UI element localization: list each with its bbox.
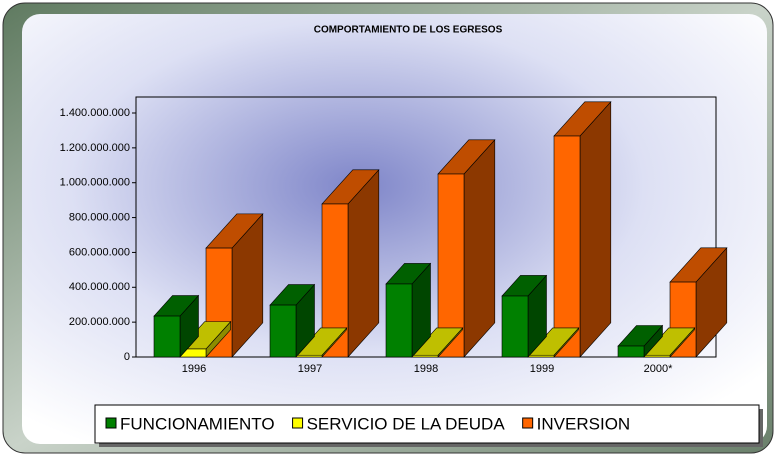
x-tick-label: 1999 <box>530 363 554 375</box>
bar <box>411 327 464 358</box>
x-tick-label: 1996 <box>182 363 206 375</box>
y-tick-label: 1.200.000.000 <box>60 142 130 154</box>
bar <box>153 294 200 358</box>
legend-label: INVERSION <box>537 414 631 433</box>
bar-front <box>527 354 555 358</box>
bar <box>617 324 664 358</box>
x-tick-label: 2000* <box>644 363 673 375</box>
y-tick-label: 1.000.000.000 <box>60 177 130 189</box>
chart-title: COMPORTAMIENTO DE LOS EGRESOS <box>314 25 503 36</box>
bar <box>437 139 496 358</box>
bar-front <box>553 135 581 358</box>
legend-label: SERVICIO DE LA DEUDA <box>307 414 506 433</box>
legend-swatch <box>105 417 117 429</box>
bar-front <box>501 295 529 358</box>
y-tick-label: 200.000.000 <box>69 316 130 328</box>
bar <box>669 247 728 358</box>
bar-front <box>411 354 439 358</box>
bar-front <box>437 173 465 358</box>
bar-side <box>463 139 496 358</box>
bar-front <box>269 304 297 358</box>
x-tick-label: 1998 <box>414 363 438 375</box>
y-tick-label: 400.000.000 <box>69 281 130 293</box>
bar <box>553 101 612 358</box>
x-tick-label: 1997 <box>298 363 322 375</box>
bar <box>269 283 316 358</box>
bar-front <box>617 345 645 358</box>
plot: 0 200.000.000 400.000.000 600.000.000 800.00… <box>60 96 728 375</box>
legend-swatch <box>522 417 534 429</box>
bar-front <box>153 315 181 358</box>
bar <box>527 327 580 358</box>
legend <box>94 404 760 444</box>
inner-panel <box>22 14 767 444</box>
bar-front <box>385 283 413 358</box>
y-tick-label: 800.000.000 <box>69 211 130 223</box>
legend-swatch <box>292 417 304 429</box>
y-tick-label: 0 <box>124 351 130 363</box>
legend-items: FUNCIONAMIENTO SERVICIO DE LA DEUDA INVERS… <box>105 414 631 433</box>
bar <box>501 274 548 358</box>
y-tick-label: 600.000.000 <box>69 246 130 258</box>
legend-label: FUNCIONAMIENTO <box>120 414 275 433</box>
y-tick-label: 1.400.000.000 <box>60 107 130 119</box>
bar-side <box>579 101 612 358</box>
bar-front <box>295 354 323 358</box>
bar-front <box>643 354 671 358</box>
bar <box>385 262 432 358</box>
